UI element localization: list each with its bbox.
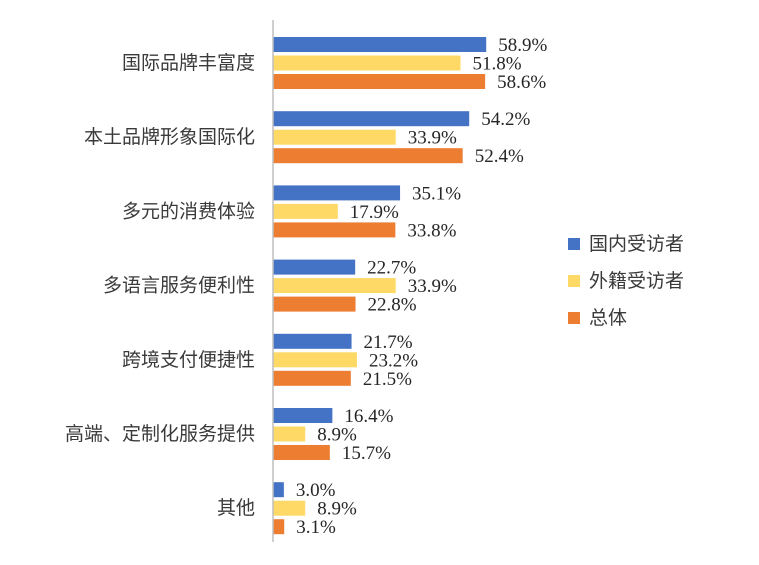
data-label: 51.8%	[473, 54, 522, 75]
category-label: 国际品牌丰富度	[122, 52, 255, 74]
data-label: 33.9%	[408, 128, 457, 149]
bar	[273, 426, 306, 442]
data-label: 21.7%	[364, 332, 413, 353]
category-label: 跨境支付便捷性	[122, 349, 255, 371]
data-label: 3.0%	[296, 480, 336, 501]
data-label: 54.2%	[481, 109, 530, 130]
bar	[273, 185, 401, 201]
legend-label: 总体	[589, 307, 627, 329]
legend-swatch	[568, 312, 580, 324]
bar	[273, 111, 470, 127]
legend-swatch	[568, 238, 580, 250]
bar	[273, 129, 396, 145]
data-label: 52.4%	[475, 146, 524, 167]
bar	[273, 408, 333, 423]
bar	[273, 203, 338, 219]
category-label: 其他	[217, 497, 255, 519]
data-label: 17.9%	[350, 202, 399, 223]
data-label: 58.6%	[497, 72, 546, 93]
data-label: 8.9%	[317, 499, 357, 520]
category-label: 多语言服务便利性	[103, 275, 255, 297]
data-label: 15.7%	[342, 443, 391, 464]
bar	[273, 37, 487, 52]
data-label: 22.7%	[367, 258, 416, 279]
bar	[273, 519, 285, 535]
bar	[273, 222, 396, 238]
bars-group	[273, 37, 487, 535]
bar	[273, 55, 461, 71]
category-label: 高端、定制化服务提供	[65, 423, 255, 445]
bar	[273, 482, 284, 498]
legend-swatch	[568, 275, 580, 287]
bar	[273, 74, 486, 89]
data-label: 33.9%	[408, 276, 457, 297]
bar	[273, 370, 351, 386]
bar	[273, 259, 356, 275]
data-label: 8.9%	[317, 425, 357, 446]
value-labels: 58.9%51.8%58.6% 54.2% 33.9% 52.4% 35.1% 17.9%…	[296, 35, 548, 538]
data-label: 58.9%	[498, 35, 547, 56]
data-label: 35.1%	[412, 183, 461, 204]
category-label: 多元的消费体验	[122, 200, 255, 222]
data-label: 23.2%	[369, 350, 418, 371]
data-label: 16.4%	[344, 406, 393, 427]
legend-label: 外籍受访者	[589, 270, 684, 292]
bar	[273, 352, 357, 368]
data-label: 22.8%	[368, 295, 417, 316]
bar	[273, 278, 396, 294]
legend-label: 国内受访者	[589, 233, 684, 255]
bar	[273, 445, 330, 460]
bar	[273, 296, 356, 312]
bar	[273, 333, 352, 349]
bar	[273, 148, 463, 164]
data-label: 21.5%	[363, 369, 412, 390]
bar	[273, 500, 306, 516]
category-label: 本土品牌形象国际化	[84, 126, 255, 148]
data-label: 3.1%	[296, 517, 336, 538]
category-labels: 国际品牌丰富度本土品牌形象国际化多元的消费体验多语言服务便利性跨境支付便捷性高端…	[65, 52, 255, 519]
data-label: 33.8%	[407, 220, 456, 241]
